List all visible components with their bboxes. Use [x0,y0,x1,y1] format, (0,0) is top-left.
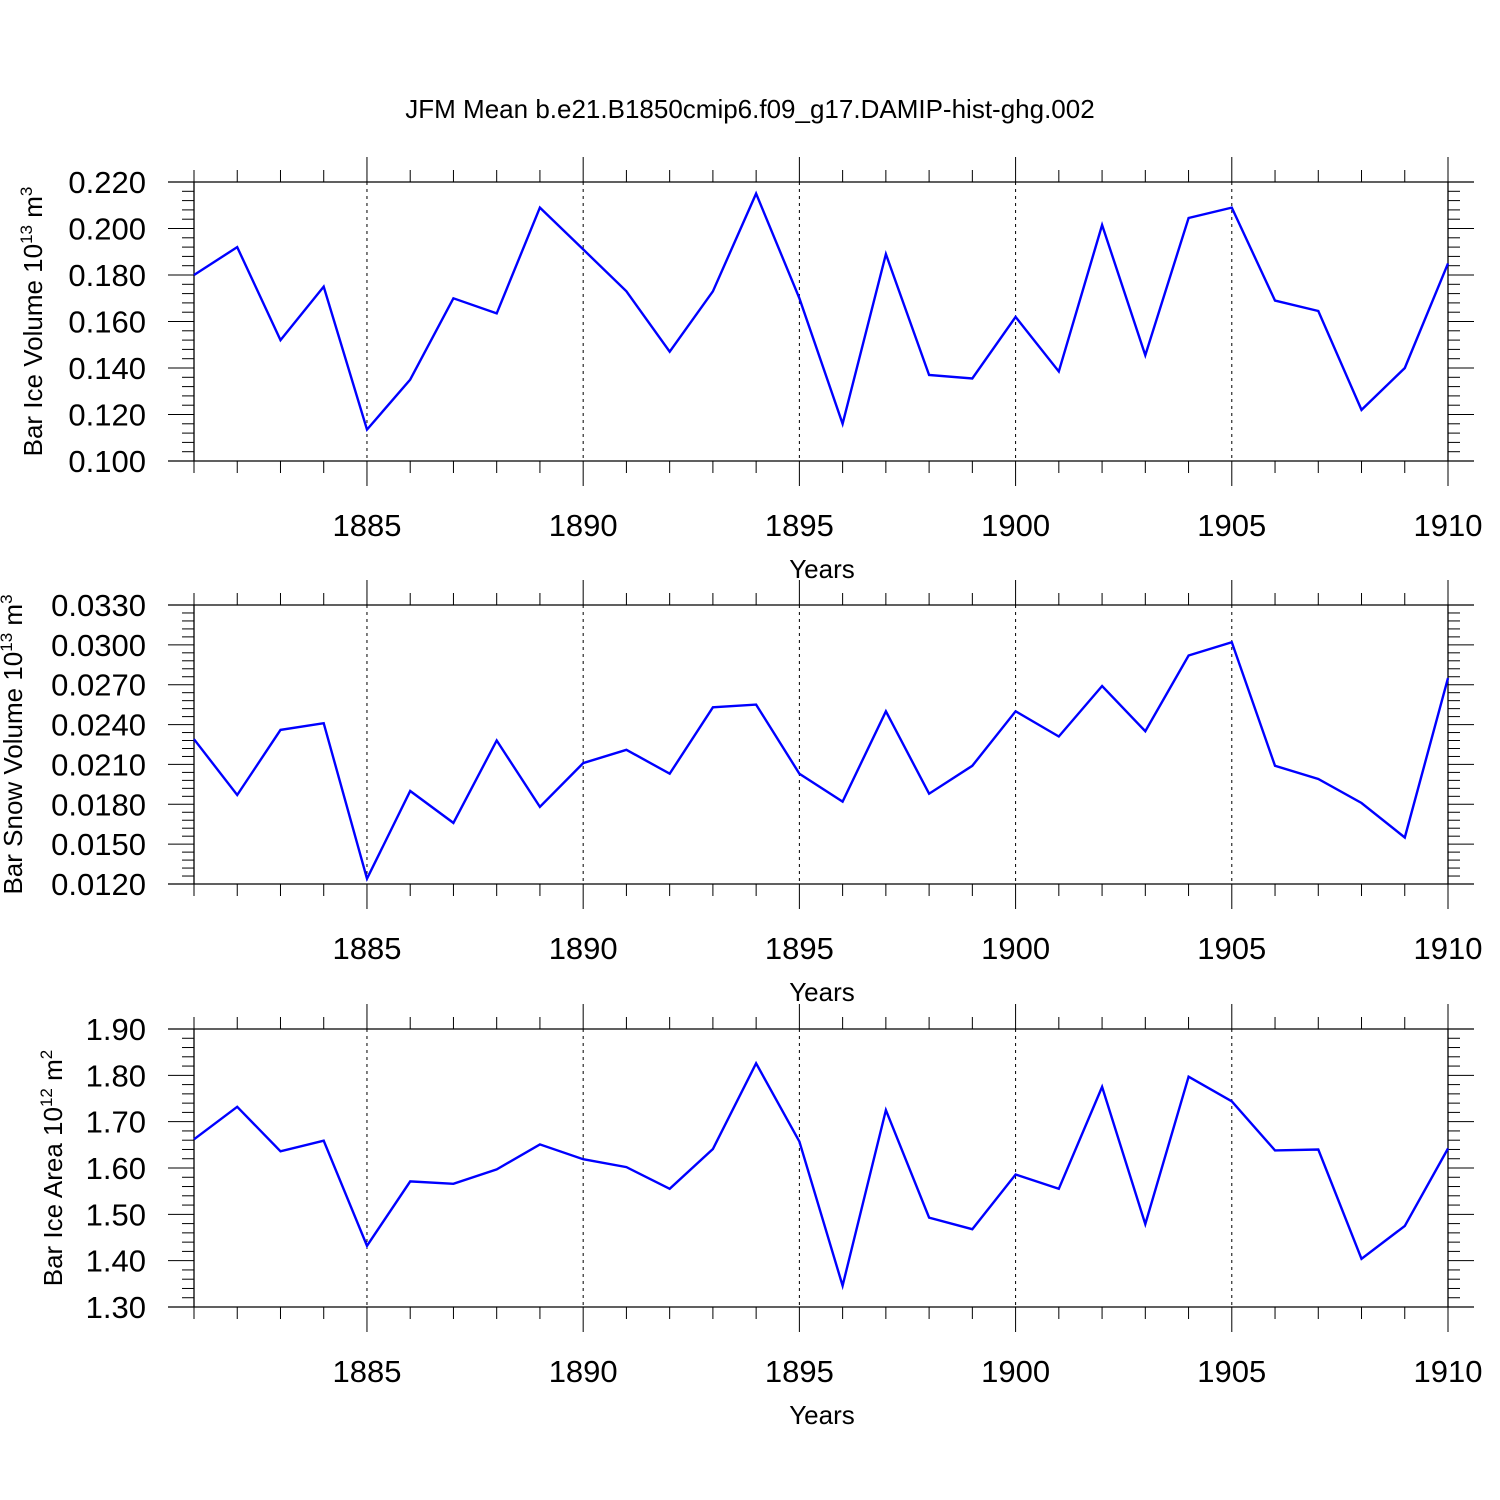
x-tick-label: 1905 [1197,1354,1266,1389]
y-tick-label: 1.30 [86,1290,146,1325]
y-tick-label: 0.120 [68,398,146,433]
y-axis-label-unit: m [18,196,48,225]
y-axis-label-unit-exponent: 2 [37,1050,56,1059]
y-tick-label: 0.160 [68,305,146,340]
x-tick-label: 1905 [1197,931,1266,966]
x-tick-label: 1890 [549,1354,618,1389]
y-axis-label-exponent: 13 [0,633,16,652]
x-tick-label: 1910 [1414,1354,1483,1389]
y-axis-label: Bar Snow Volume 1013 m3 [0,594,28,894]
x-tick-label: 1895 [765,1354,834,1389]
series-line-1 [193,190,1450,433]
y-tick-label: 1.60 [86,1151,146,1186]
x-tick-label: 1900 [981,931,1050,966]
y-tick-label: 0.100 [68,444,146,479]
y-tick-label: 0.0330 [51,588,146,623]
panels: 1885 1890 1895 1900 1905 1910 Years 0.100 0.120 0… [0,157,1482,1430]
y-tick-label: 0.0210 [51,747,146,782]
x-axis-label: Years [789,1400,855,1430]
y-tick-label: 0.180 [68,258,146,293]
x-tick-label: 1900 [981,1354,1050,1389]
y-tick-label: 1.70 [86,1105,146,1140]
x-axis-label: Years [789,554,855,584]
y-tick-label: 1.50 [86,1197,146,1232]
x-axis-label: Years [789,977,855,1007]
y-axis-label-text: Bar Ice Volume 10 [18,244,48,456]
y-axis-label-unit-exponent: 3 [17,187,36,196]
y-tick-label: 0.200 [68,212,146,247]
y-tick-label: 0.0150 [51,827,146,862]
x-tick-label: 1900 [981,508,1050,543]
y-axis-label-text: Bar Ice Area 10 [38,1107,68,1286]
y-axis-label-text: Bar Snow Volume 10 [0,652,28,895]
panel-2: 1885 1890 1895 1900 1905 1910 Years 0.0120 0.015… [0,580,1482,1007]
y-axis-label: Bar Ice Area 1012 m2 [37,1050,68,1287]
y-axis-label-unit: m [38,1059,68,1088]
figure-title: JFM Mean b.e21.B1850cmip6.f09_g17.DAMIP-… [405,94,1094,124]
y-tick-label: 0.0240 [51,708,146,743]
x-tick-label: 1890 [549,508,618,543]
x-tick-label: 1910 [1414,931,1483,966]
y-tick-label: 1.40 [86,1244,146,1279]
panel-1: 1885 1890 1895 1900 1905 1910 Years 0.100 0.120 0… [17,157,1482,584]
series-line-3 [193,1060,1450,1291]
y-tick-label: 0.220 [68,165,146,200]
y-tick-label: 1.80 [86,1058,146,1093]
y-axis-label-unit: m [0,604,28,633]
y-tick-label: 1.90 [86,1012,146,1047]
x-tick-label: 1905 [1197,508,1266,543]
x-tick-label: 1885 [332,508,401,543]
y-axis-label: Bar Ice Volume 1013 m3 [17,187,48,457]
panel-3: 1885 1890 1895 1900 1905 1910 Years 1.30 1.40 1.5… [37,1004,1482,1430]
x-tick-label: 1885 [332,931,401,966]
y-axis-label-unit-exponent: 3 [0,594,16,603]
y-tick-label: 0.140 [68,351,146,386]
x-tick-label: 1895 [765,931,834,966]
y-tick-label: 0.0120 [51,867,146,902]
series-line-2 [193,640,1450,883]
y-axis-label-exponent: 12 [37,1088,56,1107]
y-tick-label: 0.0270 [51,668,146,703]
x-tick-label: 1885 [332,1354,401,1389]
x-tick-label: 1910 [1414,508,1483,543]
x-tick-label: 1890 [549,931,618,966]
x-tick-label: 1895 [765,508,834,543]
y-axis-label-exponent: 13 [17,225,36,244]
y-tick-label: 0.0180 [51,787,146,822]
y-tick-label: 0.0300 [51,628,146,663]
